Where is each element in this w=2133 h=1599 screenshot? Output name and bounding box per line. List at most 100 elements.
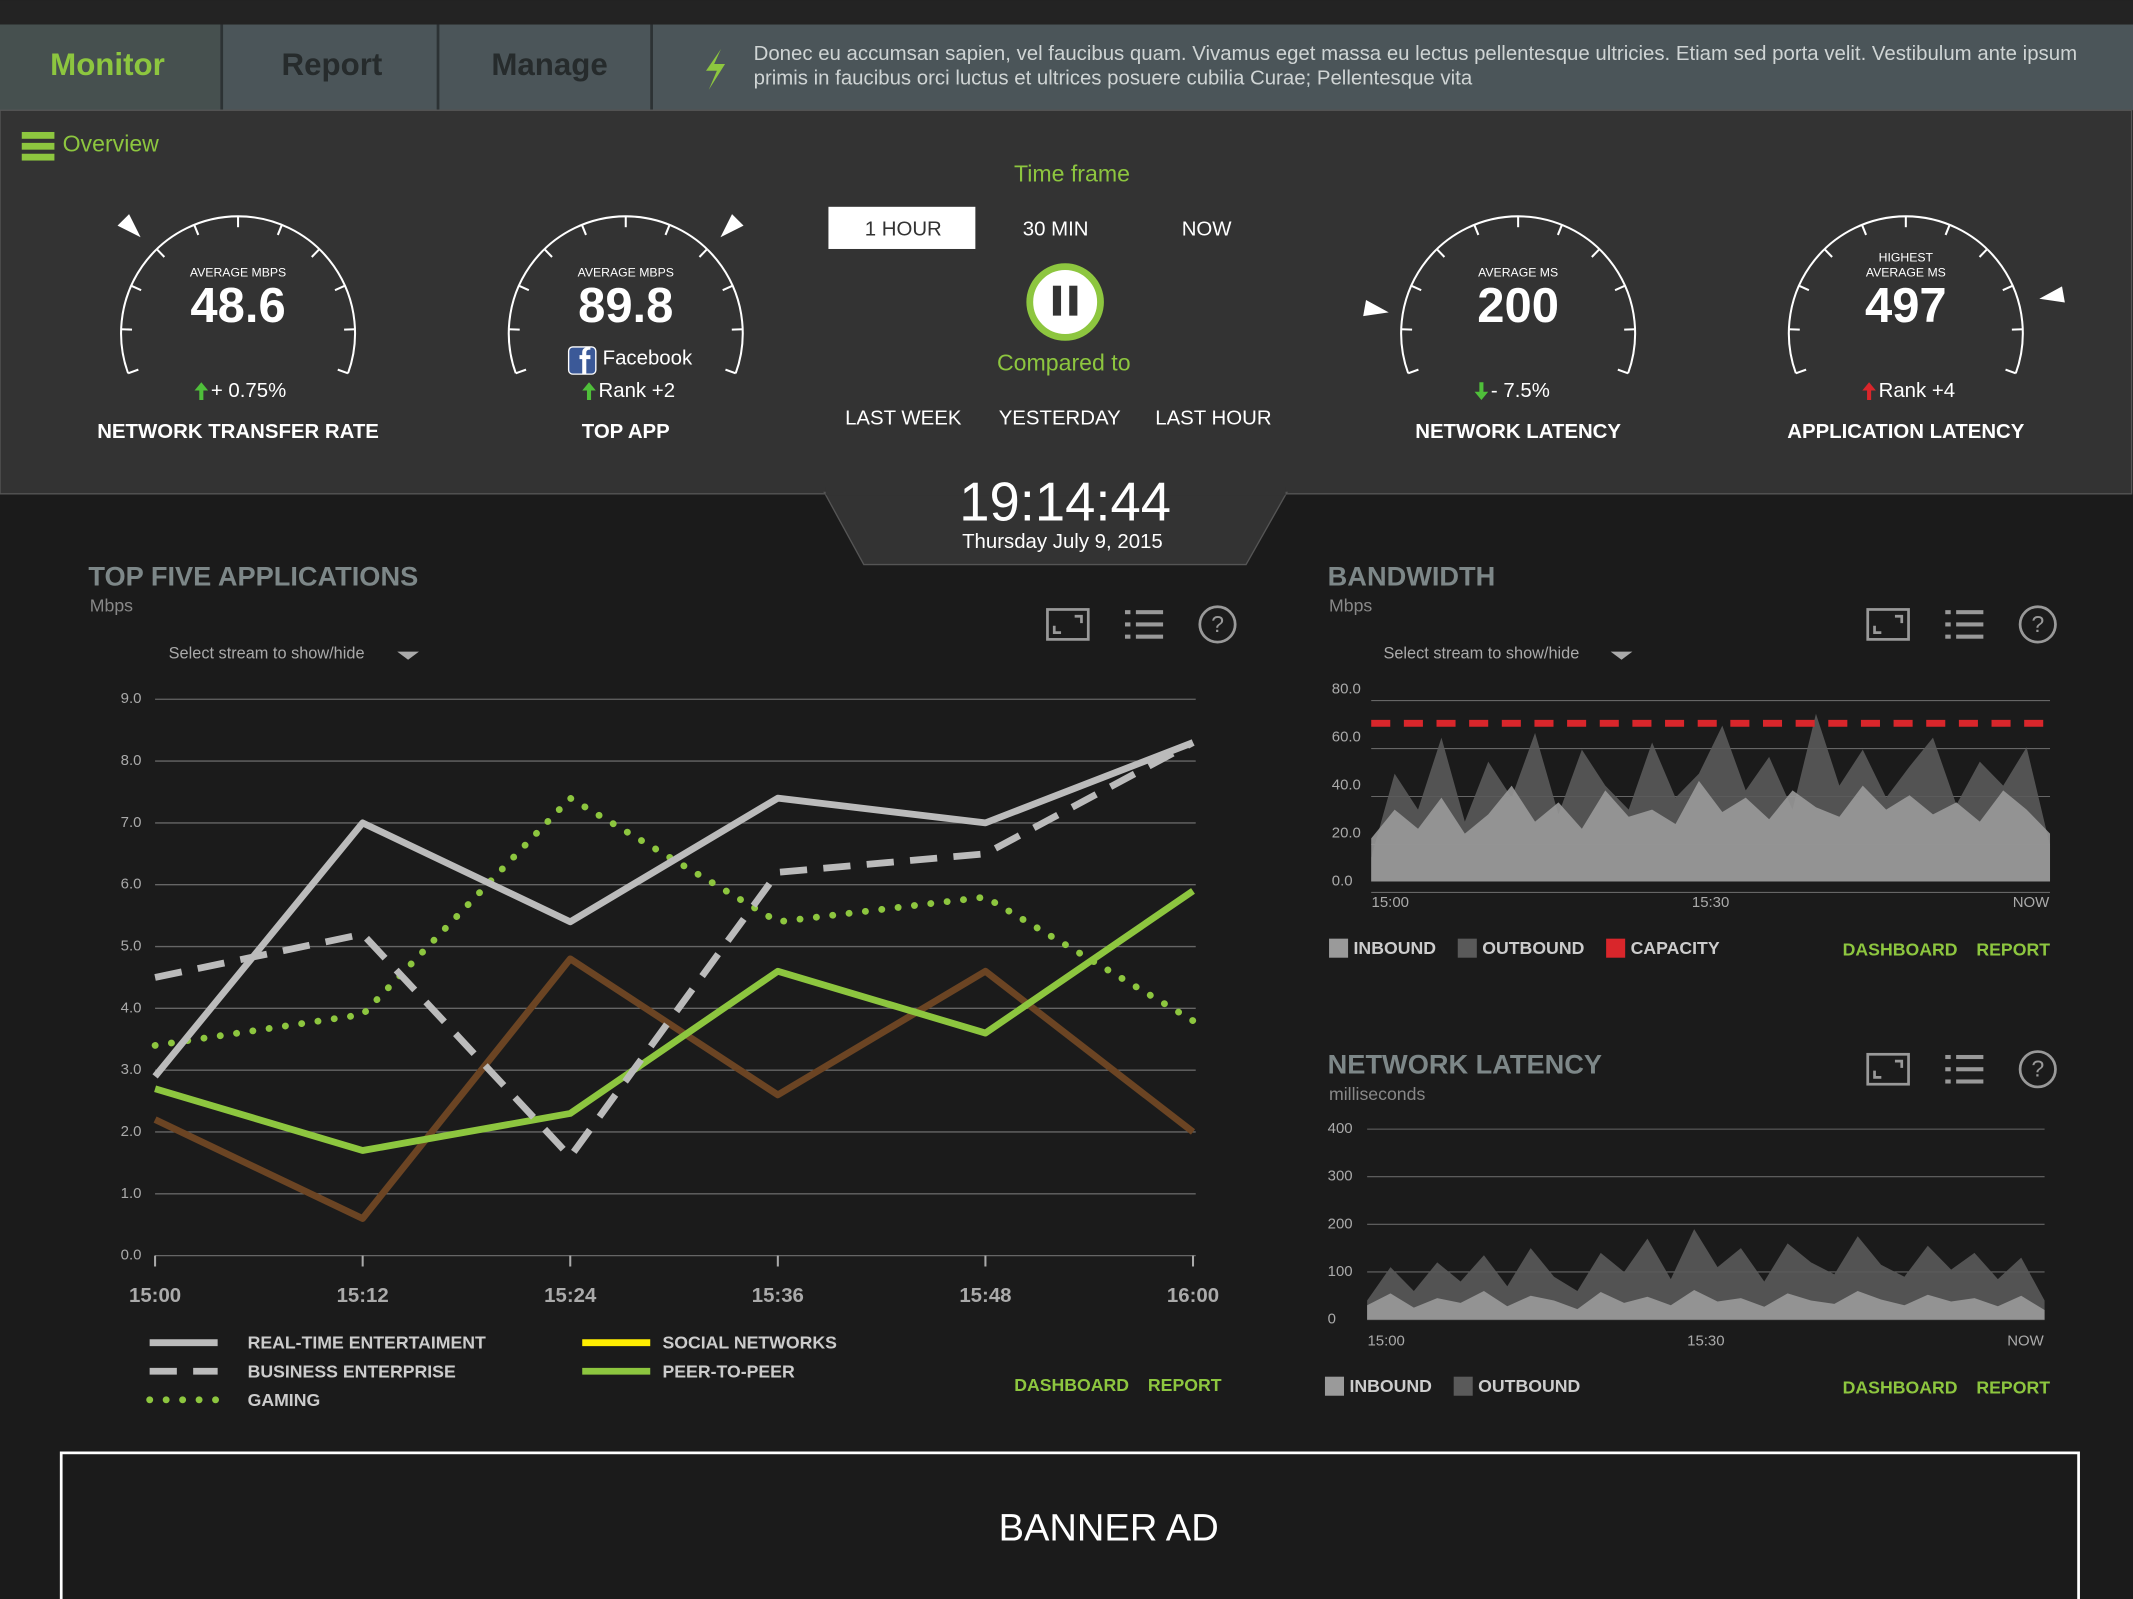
gauge-tick xyxy=(130,284,142,292)
timeframe-option[interactable]: NOW xyxy=(1182,218,1233,240)
series-line xyxy=(154,739,1195,1161)
help-icon[interactable] xyxy=(2018,605,2057,644)
pause-bar xyxy=(1069,285,1078,316)
list-icon-dot[interactable] xyxy=(1945,610,1951,615)
gauge-tick xyxy=(722,284,734,292)
gauge-arc xyxy=(1400,215,1637,374)
gauge-change: - 7.5% xyxy=(1491,380,1550,402)
clock-time: 19:14:44 xyxy=(959,471,1171,532)
y-tick-label: 6.0 xyxy=(121,876,142,893)
x-tick-label: 15:48 xyxy=(959,1285,1011,1307)
expand-icon[interactable] xyxy=(1866,608,1910,641)
list-icon-bar xyxy=(1135,634,1164,639)
y-tick-label: 0 xyxy=(1328,1311,1336,1328)
pause-button[interactable] xyxy=(1026,263,1104,341)
list-icon-dot[interactable] xyxy=(1124,610,1131,615)
y-tick-label: 400 xyxy=(1328,1120,1353,1137)
list-icon-bar xyxy=(1956,1079,1984,1084)
gauge-tick xyxy=(1473,224,1480,236)
legend-swatch xyxy=(1457,938,1477,958)
help-icon-mark: ? xyxy=(2031,611,2044,637)
gauge-tick xyxy=(698,248,708,258)
link[interactable]: DASHBOARD xyxy=(1843,940,1958,960)
series-line xyxy=(151,794,1197,1049)
gauge-caption: AVERAGE MBPS xyxy=(578,266,674,280)
stream-selector[interactable]: Select stream to show/hide xyxy=(169,645,365,663)
list-icon-dot[interactable] xyxy=(1945,634,1951,639)
legend-label: OUTBOUND xyxy=(1482,938,1584,958)
y-tick-label: 1.0 xyxy=(121,1185,142,1202)
link[interactable]: DASHBOARD xyxy=(1843,1378,1958,1398)
gauge-name: TOP APP xyxy=(582,421,670,443)
list-icon-dot[interactable] xyxy=(1124,634,1131,639)
compare-option[interactable]: LAST HOUR xyxy=(1155,407,1271,429)
legend-label: OUTBOUND xyxy=(1478,1376,1580,1396)
banner-ad[interactable] xyxy=(59,1451,2080,1599)
y-tick-label: 80.0 xyxy=(1332,681,1361,698)
compare-option[interactable]: LAST WEEK xyxy=(845,407,962,429)
stream-selector[interactable]: Select stream to show/hide xyxy=(1383,645,1579,663)
gauge-name: NETWORK TRANSFER RATE xyxy=(97,421,379,443)
link[interactable]: REPORT xyxy=(1976,940,2050,960)
gauge-tick xyxy=(725,368,737,375)
clock-date: Thursday July 9, 2015 xyxy=(962,531,1163,553)
link[interactable]: DASHBOARD xyxy=(1014,1375,1129,1395)
gauge-tick xyxy=(1861,224,1868,236)
help-icon[interactable] xyxy=(2018,1050,2057,1089)
list-icon-dot[interactable] xyxy=(1945,1079,1951,1084)
list-icon-dot[interactable] xyxy=(1945,622,1951,627)
expand-icon[interactable] xyxy=(1866,1052,1910,1086)
list-icon-bar xyxy=(1135,610,1164,615)
legend-label: GAMING xyxy=(248,1390,321,1410)
x-tick-label: 15:00 xyxy=(129,1285,181,1307)
y-tick-label: 200 xyxy=(1328,1215,1353,1232)
list-icon-dot[interactable] xyxy=(1945,1067,1951,1072)
timeframe-option[interactable]: 30 MIN xyxy=(1023,218,1089,240)
link[interactable]: REPORT xyxy=(1976,1378,2050,1398)
dropdown-caret[interactable] xyxy=(397,651,419,660)
trend-arrow xyxy=(194,382,209,400)
menu-icon[interactable] xyxy=(21,131,55,161)
compare-option[interactable]: YESTERDAY xyxy=(999,407,1121,429)
gauge-value: 200 xyxy=(1477,279,1559,333)
legend-label: PEER-TO-PEER xyxy=(662,1361,794,1381)
list-icon-dot[interactable] xyxy=(1124,622,1131,627)
x-tick-label: 15:00 xyxy=(1372,894,1409,911)
expand-icon-corners xyxy=(1873,1059,1904,1079)
tab[interactable]: Manage xyxy=(491,47,607,82)
chart-unit: Mbps xyxy=(1329,595,1372,615)
trend-arrow xyxy=(582,382,596,400)
gauge-caption: AVERAGE MBPS xyxy=(190,266,286,280)
banner-text: BANNER AD xyxy=(999,1507,1219,1549)
y-tick-label: 7.0 xyxy=(121,814,142,831)
gauge-tick xyxy=(156,248,166,258)
gauge-tick xyxy=(580,224,587,236)
expand-icon[interactable] xyxy=(1046,608,1090,641)
gauge-tick xyxy=(311,248,321,258)
x-tick-label: 15:36 xyxy=(752,1285,804,1307)
gauge-tick xyxy=(1614,284,1626,292)
gauge-arc xyxy=(1787,215,2024,374)
gauge-tick xyxy=(1410,284,1422,292)
dropdown-caret[interactable] xyxy=(1610,651,1633,660)
tab[interactable]: Monitor xyxy=(50,47,165,82)
tab[interactable]: Report xyxy=(282,47,383,82)
gauge-tick xyxy=(2002,284,2014,292)
list-icon-bar xyxy=(1956,634,1984,639)
nav-bar xyxy=(0,24,2133,111)
list-icon-dot[interactable] xyxy=(1945,1054,1951,1060)
gauge-change: Rank +4 xyxy=(1879,380,1956,402)
timeframe-option[interactable]: 1 HOUR xyxy=(865,218,942,240)
help-icon[interactable] xyxy=(1198,605,1237,644)
active-tab[interactable] xyxy=(0,24,222,111)
legend-swatch xyxy=(1606,938,1626,958)
gauge-tick xyxy=(518,284,530,292)
chart-unit: milliseconds xyxy=(1329,1084,1425,1104)
trend-arrow xyxy=(1862,382,1876,400)
y-tick-label: 2.0 xyxy=(121,1123,142,1140)
link[interactable]: REPORT xyxy=(1148,1375,1222,1395)
area-series xyxy=(1367,1290,2045,1320)
timeframe-selected[interactable] xyxy=(828,206,976,249)
series-line xyxy=(154,888,1195,1154)
